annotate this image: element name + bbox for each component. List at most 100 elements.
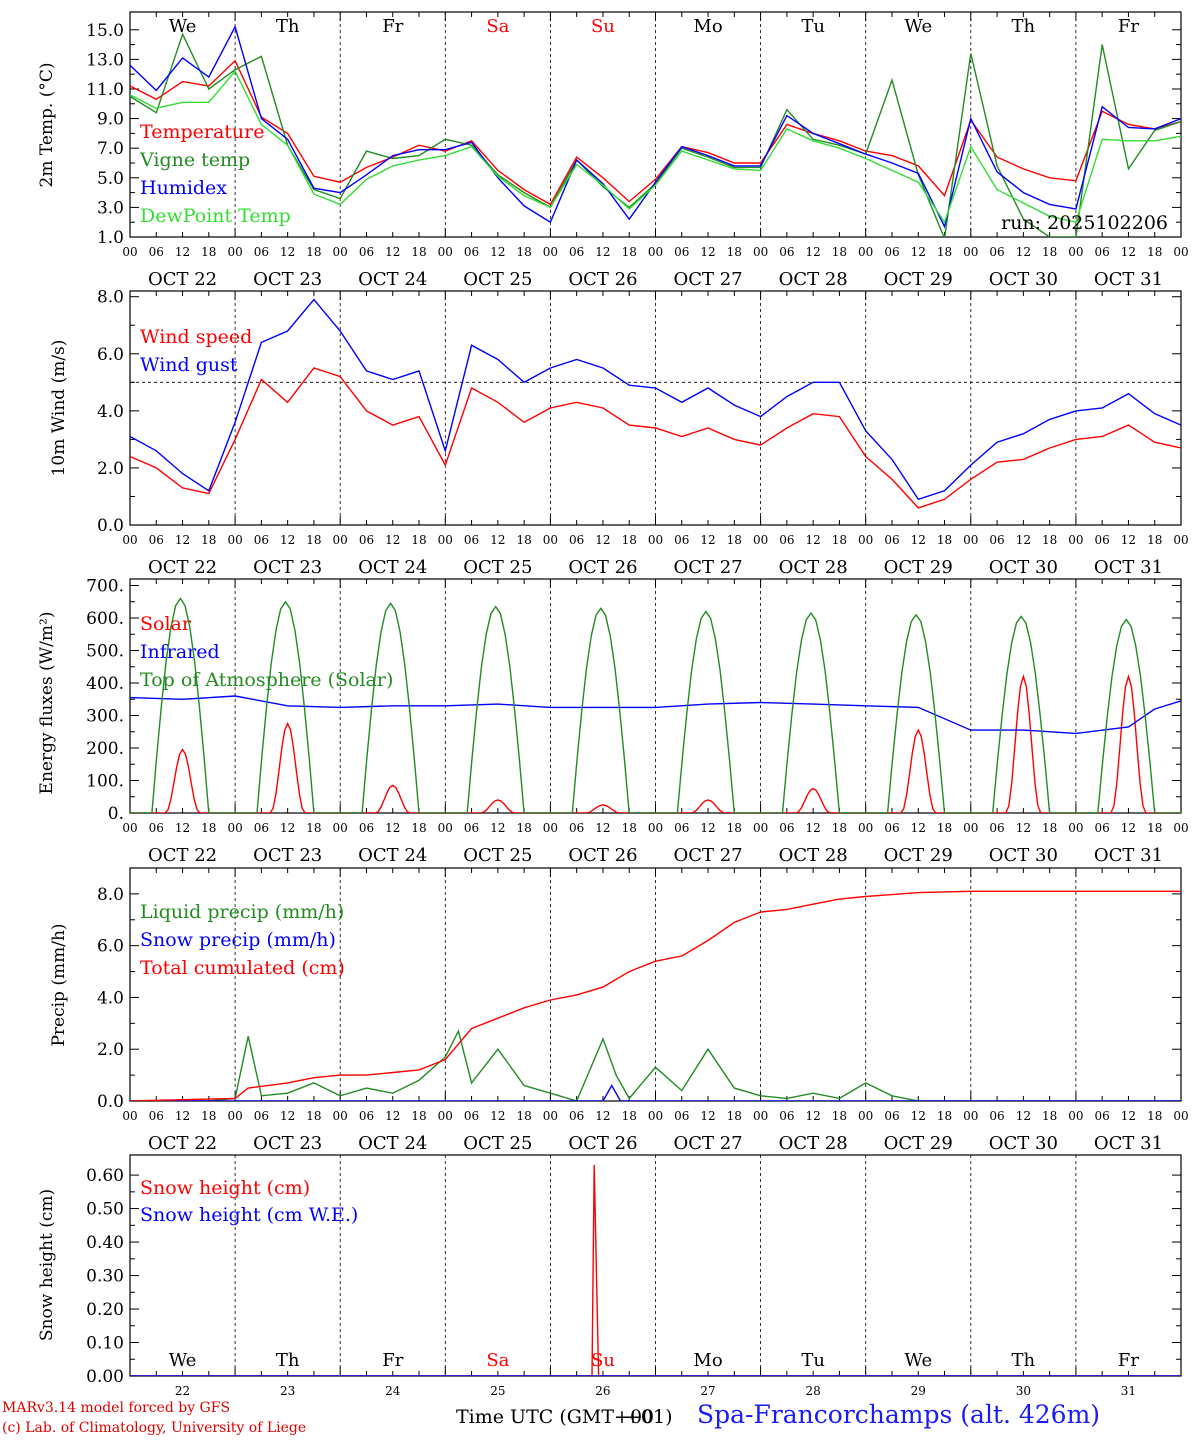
hour-tick-label: 12 — [280, 821, 295, 835]
hour-tick-label: 18 — [1147, 821, 1162, 835]
x-axis-label-overlap: +01) — [625, 1406, 673, 1428]
hour-tick-label: 18 — [411, 821, 426, 835]
hour-tick-label: 00 — [543, 821, 558, 835]
legend-entry: Humidex — [140, 177, 227, 199]
y-tick-label: 0.50 — [86, 1200, 124, 1220]
hour-tick-label: 12 — [1016, 533, 1031, 547]
series-line-0 — [130, 59, 1181, 206]
y-axis-label: Energy fluxes (W/m²) — [37, 612, 57, 795]
day-number-label: 25 — [490, 1384, 505, 1398]
y-tick-label: 0. — [108, 804, 124, 824]
weekday-label: Sa — [486, 16, 509, 37]
hour-tick-label: 00 — [858, 533, 873, 547]
date-label: OCT 22 — [148, 1133, 217, 1154]
date-label: OCT 29 — [884, 1133, 953, 1154]
date-label: OCT 30 — [989, 1133, 1058, 1154]
hour-tick-label: 06 — [569, 245, 584, 259]
hour-tick-label: 00 — [858, 1109, 873, 1123]
weekday-label: Sa — [486, 1350, 509, 1371]
hour-tick-label: 12 — [806, 245, 821, 259]
hour-tick-label: 12 — [490, 245, 505, 259]
hour-tick-label: 12 — [175, 533, 190, 547]
legend-entry: Total cumulated (cm) — [140, 957, 345, 979]
series-line-0 — [130, 674, 1181, 813]
day-number-label: 29 — [911, 1384, 926, 1398]
hour-tick-label: 00 — [438, 245, 453, 259]
hour-tick-label: 06 — [359, 821, 374, 835]
date-label: OCT 28 — [779, 1133, 848, 1154]
hour-tick-label: 12 — [700, 245, 715, 259]
hour-tick-label: 12 — [280, 1109, 295, 1123]
date-label: OCT 23 — [253, 269, 322, 290]
weekday-label: Th — [1012, 16, 1036, 37]
hour-tick-label: 18 — [832, 533, 847, 547]
weekday-label: We — [904, 16, 932, 37]
y-tick-label: 8.0 — [97, 288, 124, 308]
date-label: OCT 24 — [358, 1133, 427, 1154]
hour-tick-label: 18 — [1147, 533, 1162, 547]
date-label: OCT 27 — [673, 557, 742, 578]
hour-tick-label: 18 — [622, 533, 637, 547]
weekday-label: Th — [1012, 1350, 1036, 1371]
hour-tick-label: 06 — [359, 245, 374, 259]
hour-tick-label: 12 — [806, 821, 821, 835]
hour-tick-label: 06 — [779, 245, 794, 259]
hour-tick-label: 06 — [464, 821, 479, 835]
hour-tick-label: 18 — [727, 533, 742, 547]
hour-tick-label: 06 — [884, 533, 899, 547]
hour-tick-label: 12 — [385, 533, 400, 547]
date-label: OCT 29 — [884, 845, 953, 866]
day-number-label: 30 — [1016, 1384, 1031, 1398]
date-label: OCT 30 — [989, 557, 1058, 578]
y-tick-label: 2.0 — [97, 459, 124, 479]
hour-tick-label: 00 — [333, 1109, 348, 1123]
hour-tick-label: 06 — [1095, 245, 1110, 259]
day-number-label: 28 — [806, 1384, 821, 1398]
day-number-label: 27 — [700, 1384, 715, 1398]
hour-tick-label: 00 — [227, 245, 242, 259]
legend-entry: DewPoint Temp — [140, 205, 291, 227]
hour-tick-label: 18 — [1042, 1109, 1057, 1123]
hour-tick-label: 00 — [1068, 1109, 1083, 1123]
hour-tick-label: 00 — [648, 1109, 663, 1123]
panel-3: 00 06 12 18 00 06 12 18 00 06 12 18 00 06 12 18 00 06 12 18… — [37, 577, 1189, 867]
model-credit: MARv3.14 model forced by GFS — [2, 1400, 231, 1416]
hour-tick-label: 00 — [648, 245, 663, 259]
hour-tick-label: 06 — [569, 821, 584, 835]
hour-tick-label: 18 — [1042, 821, 1057, 835]
hour-tick-label: 12 — [490, 821, 505, 835]
hour-tick-label: 12 — [175, 1109, 190, 1123]
hour-tick-label: 00 — [543, 1109, 558, 1123]
y-tick-label: 4.0 — [97, 402, 124, 422]
date-label: OCT 28 — [779, 269, 848, 290]
date-label: OCT 25 — [463, 269, 532, 290]
panel-2: 00 06 12 18 00 06 12 18 00 06 12 18 00 06 12 18 00 06 12 18… — [49, 288, 1189, 578]
hour-tick-label: 06 — [779, 821, 794, 835]
y-tick-label: 2.0 — [97, 1040, 124, 1060]
y-tick-label: 700. — [86, 577, 124, 597]
date-label: OCT 28 — [779, 845, 848, 866]
series-line-0 — [130, 1029, 1181, 1101]
weekday-label: Tu — [801, 1350, 825, 1371]
hour-tick-label: 18 — [727, 821, 742, 835]
weekday-label: Tu — [801, 16, 825, 37]
hour-tick-label: 18 — [622, 245, 637, 259]
series-line-1 — [130, 695, 1181, 735]
y-axis-label: 10m Wind (m/s) — [49, 340, 69, 477]
hour-tick-label: 00 — [438, 821, 453, 835]
hour-tick-label: 06 — [989, 821, 1004, 835]
hour-tick-label: 18 — [622, 1109, 637, 1123]
hour-tick-label: 06 — [884, 1109, 899, 1123]
hour-tick-label: 12 — [385, 821, 400, 835]
hour-tick-label: 06 — [884, 245, 899, 259]
hour-tick-label: 18 — [1042, 533, 1057, 547]
y-tick-label: 300. — [86, 707, 124, 727]
hour-tick-label: 06 — [779, 533, 794, 547]
legend-entry: Wind gust — [140, 354, 238, 376]
hour-tick-label: 12 — [700, 821, 715, 835]
hour-tick-label: 18 — [201, 821, 216, 835]
hour-tick-label: 06 — [149, 245, 164, 259]
y-tick-label: 6.0 — [97, 937, 124, 957]
hour-tick-label: 18 — [1147, 1109, 1162, 1123]
series-line-0 — [130, 1164, 1181, 1376]
